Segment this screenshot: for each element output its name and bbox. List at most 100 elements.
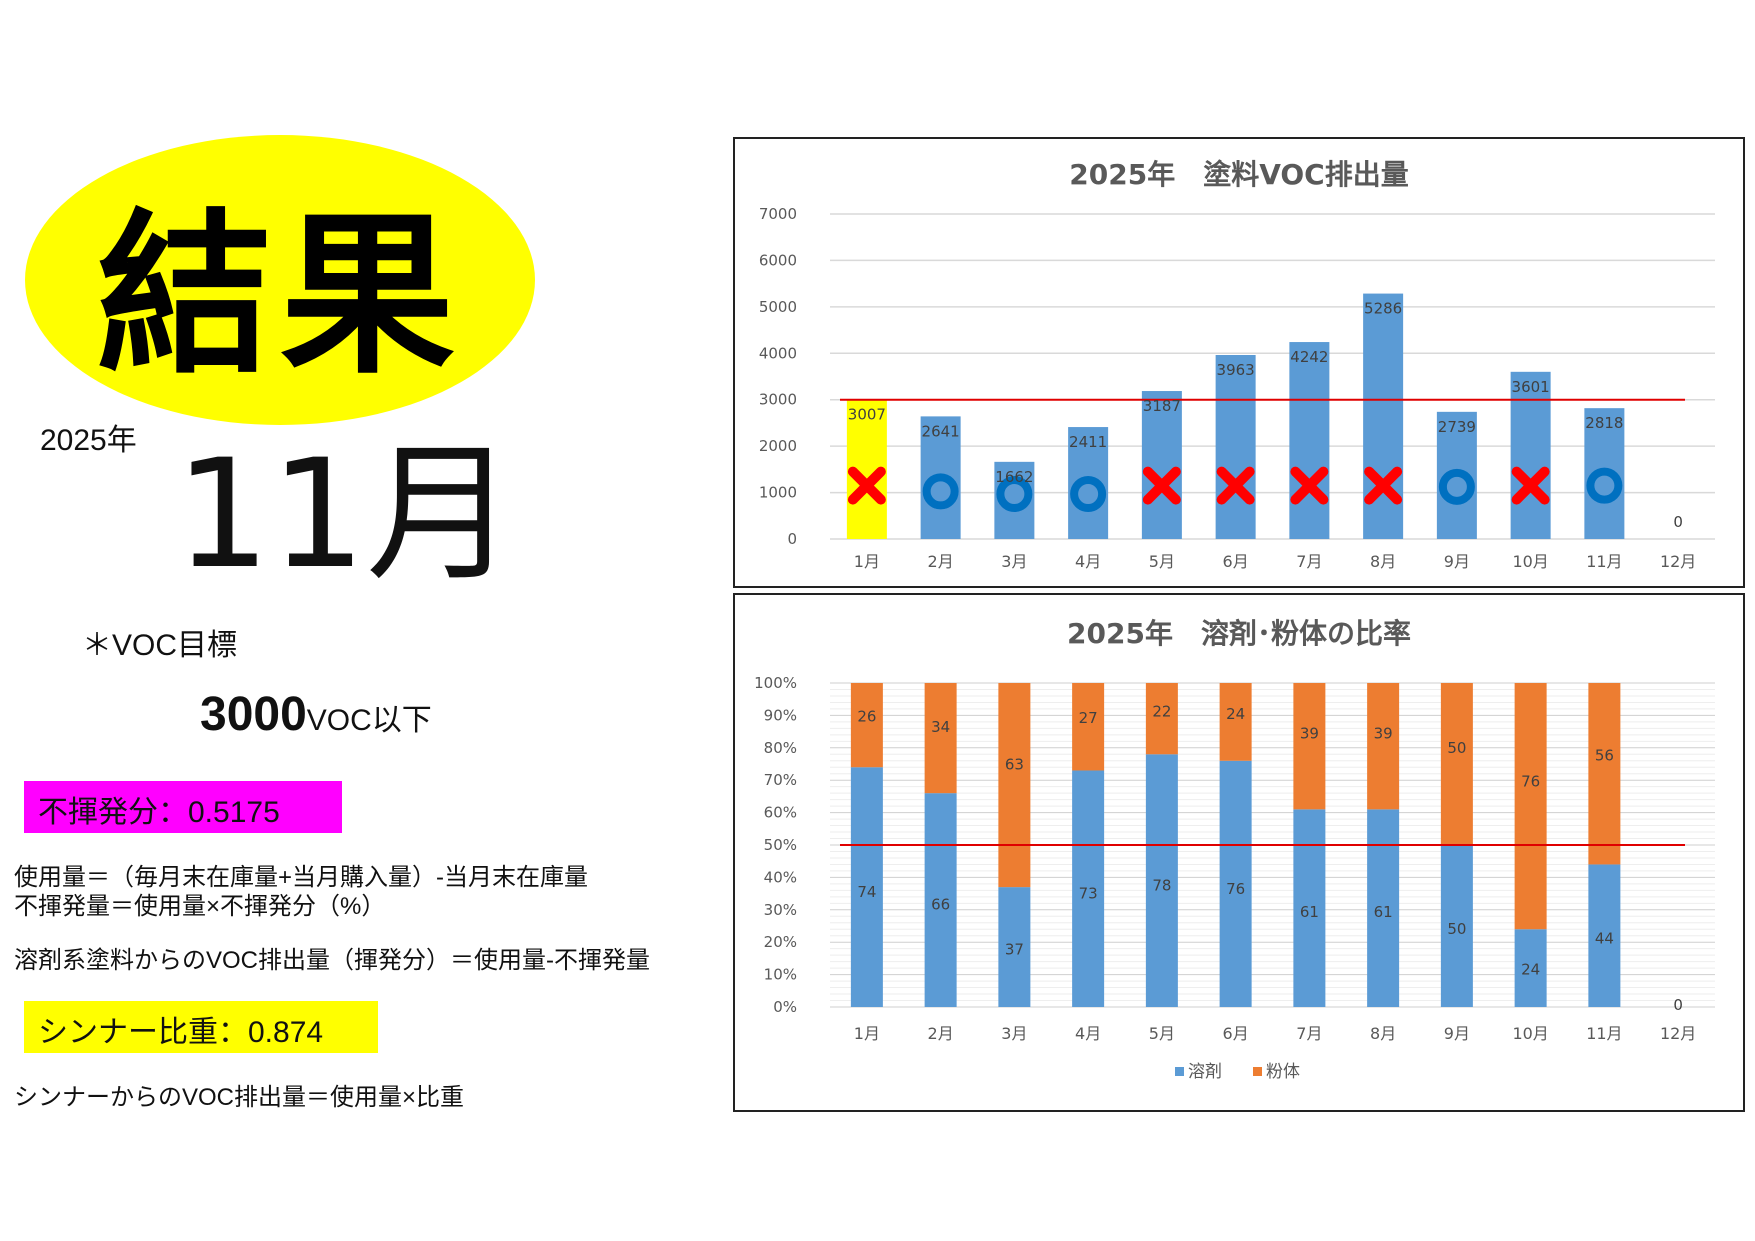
data-label: 76 xyxy=(1521,772,1540,790)
data-label: 1662 xyxy=(995,468,1033,486)
bar-solvent xyxy=(1293,809,1326,1007)
legend-swatch-powder xyxy=(1253,1067,1262,1076)
data-label: 5286 xyxy=(1364,300,1402,318)
circle-mark xyxy=(1438,468,1475,505)
y-tick-label: 50% xyxy=(764,836,797,854)
solvent-powder-ratio-chart: 2025年 溶剤･粉体の比率 0% 10% 20% 30% 40% 50% 60% 70% 80… xyxy=(733,593,1745,1112)
data-label: 44 xyxy=(1595,930,1614,948)
x-tick-label: 4月 xyxy=(1075,552,1101,571)
bar-solvent xyxy=(850,767,883,1007)
legend-label-powder: 粉体 xyxy=(1266,1062,1300,1082)
voc-target-unit: VOC以下 xyxy=(306,704,432,737)
data-label: 4242 xyxy=(1290,348,1328,366)
bar-powder xyxy=(1367,683,1400,810)
data-label: 34 xyxy=(931,718,950,736)
formula-thinner-voc: シンナーからのVOC排出量＝使用量×比重 xyxy=(14,1084,465,1111)
x-tick-label: 1月 xyxy=(854,552,880,571)
cross-mark xyxy=(1511,466,1550,505)
x-tick-label: 3月 xyxy=(1001,1024,1027,1043)
data-label: 3007 xyxy=(848,405,886,423)
x-tick-label: 1月 xyxy=(854,1024,880,1043)
bar-powder xyxy=(1588,683,1621,865)
y-tick-label: 60% xyxy=(764,804,797,822)
data-label: 78 xyxy=(1152,877,1171,895)
x-tick-label: 8月 xyxy=(1370,1024,1396,1043)
data-label: 3187 xyxy=(1143,397,1181,415)
y-tick-label: 90% xyxy=(764,706,797,724)
bar-solvent xyxy=(1588,864,1621,1007)
voc-emission-chart: 2025年 塗料VOC排出量 0 1000 2000 3000 4000 5000 6000… xyxy=(733,137,1745,588)
bar-powder xyxy=(924,683,957,794)
data-label: 56 xyxy=(1595,747,1614,765)
bar-solvent xyxy=(1440,845,1473,1007)
thinner-tag: シンナー比重：0.874 xyxy=(24,1001,378,1053)
data-label: 73 xyxy=(1079,884,1098,902)
bar-solvent xyxy=(1072,770,1105,1007)
data-label: 0 xyxy=(1673,996,1683,1014)
data-label: 22 xyxy=(1152,703,1171,721)
bar-solvent xyxy=(1145,754,1178,1007)
y-tick-label: 7000 xyxy=(759,205,797,223)
data-label: 50 xyxy=(1447,920,1466,938)
circle-mark xyxy=(996,476,1033,512)
y-tick-label: 5000 xyxy=(759,298,797,316)
cross-mark xyxy=(1290,466,1329,505)
data-label: 2641 xyxy=(922,422,960,440)
data-label: 61 xyxy=(1300,903,1319,921)
legend-swatch-solvent xyxy=(1175,1067,1184,1076)
bar-solvent xyxy=(1367,809,1400,1007)
x-tick-label: 5月 xyxy=(1149,552,1175,571)
data-label: 26 xyxy=(857,708,876,726)
x-tick-label: 12月 xyxy=(1660,552,1696,571)
data-label: 50 xyxy=(1447,739,1466,757)
voc-target-number: 3000 xyxy=(200,688,307,741)
data-label: 3601 xyxy=(1512,378,1550,396)
x-tick-label: 7月 xyxy=(1296,1024,1322,1043)
bar-solvent xyxy=(998,887,1031,1007)
formula-nonvolatile: 不揮発量＝使用量×不揮発分（%） xyxy=(14,893,386,920)
y-tick-label: 80% xyxy=(764,739,797,757)
y-tick-label: 6000 xyxy=(759,251,797,269)
y-tick-label: 10% xyxy=(764,966,797,984)
bar-powder xyxy=(1293,683,1326,810)
data-label: 2818 xyxy=(1585,414,1623,432)
x-tick-label: 11月 xyxy=(1586,552,1622,571)
x-tick-label: 11月 xyxy=(1586,1024,1622,1043)
voc-emission-chart-svg: 2025年 塗料VOC排出量 0 1000 2000 3000 4000 5000 6000… xyxy=(759,158,1715,571)
year-label: 2025年 xyxy=(40,424,137,457)
x-tick-label: 6月 xyxy=(1223,552,1249,571)
voc-target-value: 3000VOC以下 xyxy=(200,687,432,742)
data-label: 2411 xyxy=(1069,433,1107,451)
formula-solvent-voc: 溶剤系塗料からのVOC排出量（揮発分）＝使用量-不揮発量 xyxy=(14,947,650,974)
bar-powder xyxy=(1145,683,1178,755)
bar-powder xyxy=(1219,683,1252,761)
x-tick-label: 4月 xyxy=(1075,1024,1101,1043)
y-tick-label: 70% xyxy=(764,771,797,789)
bar-solvent xyxy=(924,793,957,1007)
y-tick-label: 40% xyxy=(764,868,797,886)
data-label: 27 xyxy=(1079,709,1098,727)
data-label: 0 xyxy=(1673,513,1683,531)
chart-title: 2025年 溶剤･粉体の比率 xyxy=(1067,617,1411,650)
data-label: 37 xyxy=(1005,940,1024,958)
legend-label-solvent: 溶剤 xyxy=(1188,1062,1222,1082)
cross-mark xyxy=(1216,466,1255,505)
cross-mark xyxy=(1364,466,1403,505)
nonvolatile-tag: 不揮発分：0.5175 xyxy=(24,781,342,833)
voc-target-label: ＊VOC目標 xyxy=(82,629,238,662)
bar-solvent xyxy=(1219,760,1252,1007)
circle-mark xyxy=(922,473,959,510)
data-label: 66 xyxy=(931,895,950,913)
bar xyxy=(1510,371,1551,539)
x-tick-label: 2月 xyxy=(928,1024,954,1043)
data-label: 76 xyxy=(1226,880,1245,898)
result-title: 結果 xyxy=(97,192,463,398)
data-label: 74 xyxy=(857,883,876,901)
bar-solvent xyxy=(1514,929,1547,1007)
result-highlight-ellipse xyxy=(25,135,535,425)
data-label: 3963 xyxy=(1217,361,1255,379)
bar xyxy=(1215,355,1256,539)
x-tick-label: 9月 xyxy=(1444,1024,1470,1043)
x-tick-label: 3月 xyxy=(1001,552,1027,571)
x-tick-label: 12月 xyxy=(1660,1024,1696,1043)
